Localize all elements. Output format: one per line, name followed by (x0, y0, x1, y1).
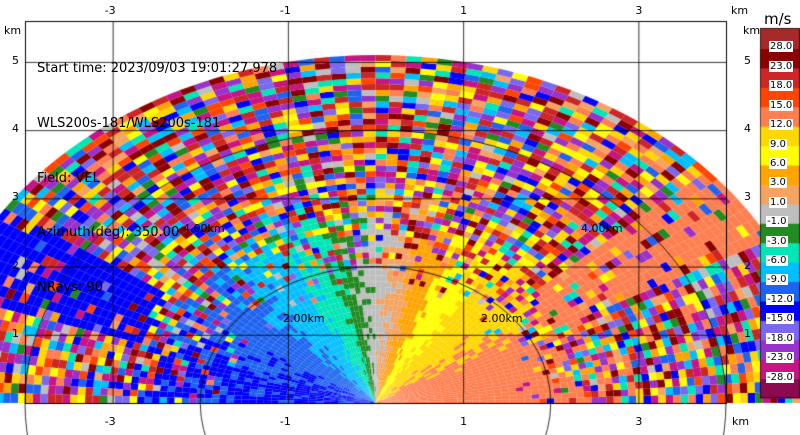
x-tick-label-bottom: -3 (104, 415, 116, 428)
y-tick-label-left: 1 (12, 326, 19, 340)
y-tick-label-left: 3 (12, 190, 19, 204)
range-ring-label: 2.00km (283, 312, 325, 325)
colorbar-tick-label: 23.0 (769, 60, 794, 72)
x-tick-label-top: 1 (460, 4, 468, 17)
colorbar-tick-label: 15.0 (769, 99, 794, 111)
y-tick-label-right: 5 (744, 53, 751, 67)
nrays-text: NRays: 90 (37, 279, 103, 295)
colorbar-tick-label: 9.0 (769, 138, 787, 150)
start-time-text: Start time: 2023/09/03 19:01:27.978 (37, 61, 278, 77)
site-text: WLS200s-181/WLS200s-181 (37, 116, 221, 132)
range-ring-label: 4.00km (183, 222, 225, 235)
y-unit-label-right: km (743, 24, 761, 37)
colorbar-tick-label: -1.0 (766, 216, 788, 228)
y-tick-label-left: 4 (12, 122, 19, 136)
colorbar-tick-label: -15.0 (766, 313, 794, 325)
x-tick-label-top: -1 (279, 4, 291, 17)
y-tick-label-right: 4 (744, 122, 751, 136)
colorbar-tick-label: 6.0 (769, 157, 787, 169)
field-text: Field: VEL (37, 170, 100, 186)
colorbar-tick-label: 1.0 (769, 196, 787, 208)
y-unit-label-left: km (4, 24, 22, 37)
y-tick-label-left: 2 (12, 258, 19, 272)
x-tick-label-bottom: 3 (635, 415, 643, 428)
x-tick-label-top: -3 (104, 4, 116, 17)
x-tick-label-bottom: 1 (460, 415, 468, 428)
colorbar-tick-label: -28.0 (766, 371, 794, 383)
colorbar-tick-label: 3.0 (769, 177, 787, 189)
scan-info-box: Start time: 2023/09/03 19:01:27.978 WLS2… (37, 24, 277, 315)
colorbar-tick-label: 12.0 (769, 119, 794, 131)
x-tick-label-bottom: -1 (279, 415, 291, 428)
colorbar-tick-label: -9.0 (766, 274, 788, 286)
colorbar-tick-label: -12.0 (766, 293, 794, 305)
azimuth-text: Azimuth(deg): 350.00 (37, 225, 180, 241)
colorbar-tick-label: 18.0 (769, 80, 794, 92)
range-ring-label: 2.00km (481, 312, 523, 325)
y-tick-label-right: 1 (744, 326, 751, 340)
y-tick-label-left: 5 (12, 53, 19, 67)
x-tick-label-top: 3 (635, 4, 643, 17)
y-tick-label-right: 3 (744, 190, 751, 204)
x-unit-label-top: km (731, 4, 749, 17)
colorbar-tick-label: 28.0 (769, 41, 794, 53)
colorbar-tick-label: -3.0 (766, 235, 788, 247)
colorbar-tick-label: -6.0 (766, 255, 788, 267)
colorbar-tick-label: -18.0 (766, 332, 794, 344)
colorbar-unit: m/s (764, 10, 792, 28)
y-tick-label-right: 2 (744, 258, 751, 272)
colorbar-tick-label: -23.0 (766, 352, 794, 364)
range-ring-label: 4.00km (581, 222, 623, 235)
x-unit-label-bottom: km (732, 415, 750, 428)
